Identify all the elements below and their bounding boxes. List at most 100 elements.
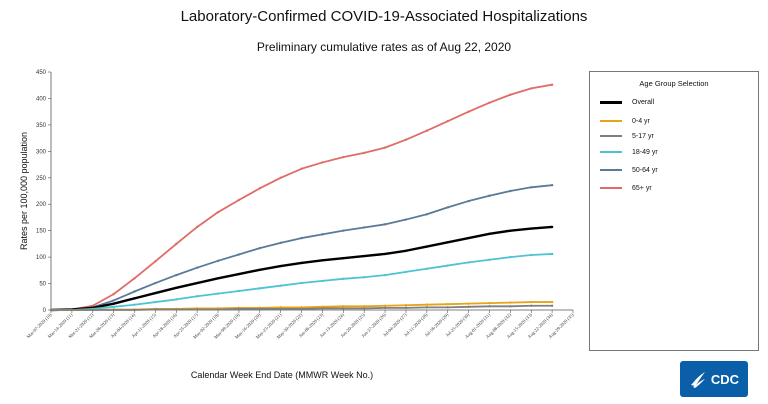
series-line-overall (50, 225, 553, 312)
data-point-5-17-yr (446, 306, 449, 309)
chart-title: Laboratory-Confirmed COVID-19-Associated… (180, 8, 588, 25)
data-point-65-plus-yr (530, 87, 533, 90)
data-point-50-64-yr (321, 233, 324, 236)
legend-swatch-18-49 (600, 151, 622, 153)
data-point-65-plus-yr (321, 161, 324, 164)
y-tick-label: 350 (36, 123, 47, 129)
data-point-65-plus-yr (488, 101, 491, 104)
y-tick-label: 450 (36, 70, 47, 76)
data-point-50-64-yr (195, 266, 199, 269)
x-axis-label: Calendar Week End Date (MMWR Week No.) (191, 370, 373, 380)
data-point-0-4-yr (509, 301, 512, 304)
data-point-5-17-yr (133, 308, 136, 312)
legend-panel: Age Group Selection Overall 0-4 yr 5-17 … (589, 71, 759, 351)
legend-label-overall: Overall (632, 98, 655, 106)
y-tick-label: 300 (36, 149, 47, 155)
series-line-65-plus-yr (50, 83, 553, 311)
data-point-overall (404, 249, 408, 252)
legend-item-overall[interactable]: Overall (600, 96, 654, 108)
data-point-overall (154, 291, 157, 295)
data-point-5-17-yr (258, 307, 261, 311)
data-point-overall (133, 297, 136, 300)
series-layer (49, 83, 554, 312)
chart-subtitle: Preliminary cumulative rates as of Aug 2… (256, 40, 512, 54)
data-point-18-49-yr (258, 287, 261, 290)
legend-label-0-4: 0-4 yr (632, 117, 650, 125)
data-point-50-64-yr (258, 246, 261, 250)
data-point-5-17-yr (300, 307, 303, 311)
legend-item-50-64[interactable]: 50-64 yr (600, 164, 658, 176)
series-line-50-64-yr (50, 184, 553, 311)
hhs-eagle-icon (690, 372, 705, 388)
data-point-overall (175, 286, 178, 289)
legend-item-65-plus[interactable]: 65+ yr (600, 182, 652, 194)
data-point-0-4-yr (446, 302, 449, 306)
data-point-overall (321, 259, 324, 262)
data-point-50-64-yr (363, 226, 366, 229)
data-point-overall (342, 256, 345, 260)
data-point-65-plus-yr (342, 155, 345, 159)
data-point-50-64-yr (112, 299, 115, 302)
legend-title: Age Group Selection (639, 79, 709, 88)
data-point-5-17-yr (216, 308, 220, 311)
data-point-0-4-yr (467, 302, 470, 305)
data-point-65-plus-yr (446, 119, 449, 123)
data-point-5-17-yr (342, 307, 345, 310)
data-point-5-17-yr (321, 307, 324, 310)
data-point-50-64-yr (467, 199, 470, 203)
data-point-5-17-yr (509, 305, 512, 308)
data-point-65-plus-yr (112, 292, 115, 296)
data-point-18-49-yr (175, 298, 178, 301)
data-point-overall (550, 225, 554, 229)
data-point-65-plus-yr (425, 129, 429, 132)
data-point-5-17-yr (91, 308, 94, 312)
data-point-18-49-yr (425, 267, 429, 270)
data-point-0-4-yr (488, 301, 491, 305)
legend-label-5-17: 5-17 yr (632, 132, 654, 140)
data-point-50-64-yr (279, 241, 282, 245)
data-point-0-4-yr (342, 305, 345, 308)
data-point-5-17-yr (404, 306, 408, 310)
data-point-50-64-yr (550, 183, 554, 187)
legend-swatch-65-plus (600, 187, 622, 189)
y-tick-label: 0 (43, 308, 47, 314)
y-tick-label: 250 (36, 176, 47, 182)
data-point-18-49-yr (279, 284, 282, 287)
data-point-18-49-yr (363, 276, 366, 279)
legend-item-0-4[interactable]: 0-4 yr (600, 115, 650, 127)
data-point-18-49-yr (550, 252, 554, 256)
data-point-65-plus-yr (404, 138, 408, 141)
data-point-65-plus-yr (195, 225, 199, 229)
data-point-50-64-yr (383, 223, 387, 226)
data-point-5-17-yr (383, 306, 387, 310)
data-point-65-plus-yr (237, 198, 241, 202)
data-point-overall (509, 229, 512, 232)
data-point-5-17-yr (488, 305, 491, 308)
legend-item-18-49[interactable]: 18-49 yr (600, 146, 658, 158)
cdc-logo: CDC (680, 361, 748, 397)
data-point-65-plus-yr (383, 146, 387, 149)
data-point-18-49-yr (300, 281, 303, 285)
data-point-5-17-yr (425, 306, 429, 309)
data-point-5-17-yr (112, 308, 115, 312)
data-point-18-49-yr (488, 258, 491, 261)
data-point-0-4-yr (404, 304, 408, 307)
data-point-65-plus-yr (363, 151, 366, 155)
data-point-0-4-yr (550, 300, 554, 304)
data-point-5-17-yr (279, 307, 282, 311)
legend-item-5-17[interactable]: 5-17 yr (600, 130, 654, 142)
data-point-18-49-yr (195, 295, 199, 298)
data-point-overall (488, 232, 491, 236)
data-point-0-4-yr (425, 303, 429, 306)
data-point-50-64-yr (175, 273, 178, 277)
data-point-overall (383, 252, 387, 256)
data-point-50-64-yr (509, 189, 512, 193)
data-point-overall (425, 245, 429, 248)
legend-label-65-plus: 65+ yr (632, 184, 652, 192)
y-tick-label: 400 (36, 96, 47, 102)
data-point-65-plus-yr (279, 176, 282, 179)
data-point-overall (279, 264, 282, 268)
data-point-65-plus-yr (216, 210, 220, 214)
